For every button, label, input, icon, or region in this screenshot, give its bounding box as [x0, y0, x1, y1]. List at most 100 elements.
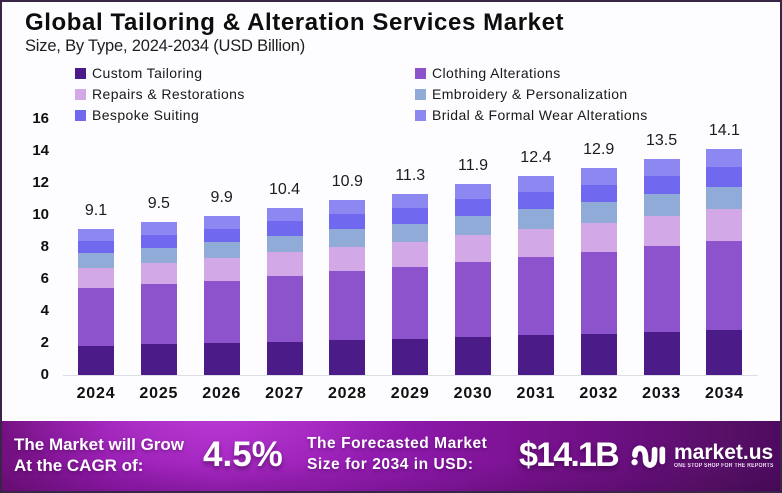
bar-segment-repairs-restorations — [78, 268, 114, 288]
chart-subtitle: Size, By Type, 2024-2034 (USD Billion) — [25, 37, 306, 55]
bar-segment-embroidery-personalization — [329, 229, 365, 247]
legend-item: Bespoke Suiting — [75, 105, 245, 126]
cagr-label-line2: At the CAGR of: — [14, 456, 144, 475]
bar-total-label: 9.1 — [84, 202, 108, 219]
cagr-label-line1: The Market will Grow — [14, 435, 185, 454]
bar-segment-repairs-restorations — [706, 209, 742, 241]
x-axis-tick-label: 2025 — [139, 385, 179, 402]
forecast-value: $14.1B — [519, 436, 620, 474]
bar-segment-custom-tailoring — [581, 334, 617, 375]
bar-segment-bridal-formal-wear-alterations — [78, 229, 114, 241]
marketus-logo-icon — [631, 445, 666, 468]
bar-segment-custom-tailoring — [78, 346, 114, 375]
legend-swatch-icon — [415, 109, 426, 121]
legend-swatch-icon — [415, 88, 426, 100]
legend-item: Embroidery & Personalization — [415, 84, 648, 105]
bar-segment-repairs-restorations — [204, 258, 240, 281]
x-axis-tick-label: 2028 — [327, 385, 367, 402]
legend-swatch-icon — [75, 67, 86, 79]
chart-title: Global Tailoring & Alteration Services M… — [25, 9, 565, 36]
legend-column-right: Clothing Alterations Embroidery & Persona… — [415, 63, 648, 126]
forecast-label-line1: The Forecasted Market — [307, 435, 488, 452]
bar-segment-clothing-alterations — [706, 241, 742, 330]
bar-segment-bridal-formal-wear-alterations — [644, 159, 680, 176]
legend-label: Repairs & Restorations — [92, 86, 245, 102]
brand-text: market.us ONE STOP SHOP FOR THE REPORTS — [674, 441, 782, 470]
bar-segment-repairs-restorations — [392, 242, 428, 267]
x-axis-tick-label: 2030 — [453, 385, 493, 402]
bar-segment-clothing-alterations — [267, 276, 303, 342]
bar-segment-bespoke-suiting — [518, 192, 554, 209]
bar-segment-bespoke-suiting — [644, 176, 680, 194]
bar-segment-custom-tailoring — [706, 330, 742, 375]
bar-segment-bespoke-suiting — [581, 185, 617, 202]
bar-segment-embroidery-personalization — [267, 236, 303, 252]
bar-segment-custom-tailoring — [329, 340, 365, 375]
legend-label: Bridal & Formal Wear Alterations — [432, 107, 648, 123]
bar-segment-repairs-restorations — [329, 247, 365, 271]
bar-segment-bridal-formal-wear-alterations — [267, 208, 303, 221]
bar-segment-bridal-formal-wear-alterations — [141, 222, 177, 235]
bar-segment-repairs-restorations — [267, 252, 303, 276]
legend-swatch-icon — [75, 88, 86, 100]
y-axis-tick-label: 16 — [32, 109, 49, 127]
bar-segment-custom-tailoring — [644, 332, 680, 375]
bar-total-label: 9.5 — [147, 195, 170, 212]
bar-total-label: 12.9 — [583, 141, 615, 158]
bar-segment-clothing-alterations — [581, 252, 617, 334]
bar-segment-custom-tailoring — [392, 339, 428, 375]
bar-total-label: 10.4 — [268, 181, 301, 198]
bar-segment-custom-tailoring — [267, 342, 303, 375]
y-axis-tick-label: 10 — [32, 205, 49, 223]
bar-total-label: 11.9 — [458, 157, 488, 174]
x-axis-tick-label: 2033 — [642, 385, 681, 402]
bar-segment-embroidery-personalization — [78, 253, 114, 268]
y-axis-tick-label: 14 — [32, 141, 49, 159]
bar-segment-bespoke-suiting — [455, 199, 491, 216]
legend-item: Clothing Alterations — [415, 63, 648, 84]
bar-segment-embroidery-personalization — [706, 187, 742, 209]
y-axis-tick-label: 6 — [40, 269, 49, 287]
forecast-label-line2: Size for 2034 in USD: — [307, 455, 474, 473]
bar-segment-clothing-alterations — [455, 262, 491, 337]
bar-total-label: 14.1 — [708, 122, 740, 139]
bar-total-label: 11.3 — [395, 167, 426, 184]
bar-segment-bespoke-suiting — [78, 241, 114, 253]
legend-label: Clothing Alterations — [432, 65, 561, 81]
bar-segment-clothing-alterations — [518, 257, 554, 335]
bar-segment-bespoke-suiting — [706, 167, 742, 187]
x-axis-tick-label: 2034 — [704, 385, 744, 402]
bar-segment-bespoke-suiting — [329, 214, 365, 229]
legend-item: Custom Tailoring — [75, 63, 245, 84]
bar-segment-bespoke-suiting — [267, 221, 303, 236]
bar-segment-embroidery-personalization — [455, 216, 491, 235]
x-axis-tick-label: 2032 — [579, 385, 619, 402]
bar-segment-clothing-alterations — [78, 288, 114, 346]
y-axis-tick-label: 2 — [40, 333, 49, 351]
bar-total-label: 9.9 — [210, 189, 233, 206]
footer-banner: The Market will Grow At the CAGR of: 4.5… — [2, 421, 780, 491]
cagr-label: The Market will Grow At the CAGR of: — [14, 434, 184, 476]
cagr-value: 4.5% — [203, 435, 283, 474]
bar-segment-bridal-formal-wear-alterations — [455, 184, 491, 199]
bar-segment-custom-tailoring — [141, 344, 177, 375]
legend-item: Repairs & Restorations — [75, 84, 245, 105]
y-axis-tick-label: 12 — [32, 173, 49, 191]
bar-segment-custom-tailoring — [204, 343, 240, 375]
bar-segment-clothing-alterations — [141, 284, 177, 344]
brand-name: market.us — [674, 441, 774, 464]
bar-segment-clothing-alterations — [392, 267, 428, 339]
bar-segment-bridal-formal-wear-alterations — [581, 168, 617, 185]
bar-segment-custom-tailoring — [455, 337, 491, 375]
bar-segment-repairs-restorations — [141, 263, 177, 284]
brand-lockup: market.us ONE STOP SHOP FOR THE REPORTS — [631, 442, 782, 471]
bar-total-label: 12.4 — [520, 149, 552, 166]
bar-segment-clothing-alterations — [644, 246, 680, 332]
legend-column-left: Custom Tailoring Repairs & Restorations Be… — [75, 63, 245, 126]
bar-segment-repairs-restorations — [518, 229, 554, 257]
forecast-label: The Forecasted Market Size for 2034 in U… — [307, 434, 487, 475]
x-axis-tick-label: 2026 — [202, 385, 242, 402]
bar-segment-bespoke-suiting — [141, 235, 177, 248]
bar-segment-bespoke-suiting — [204, 229, 240, 242]
legend-swatch-icon — [75, 109, 86, 121]
